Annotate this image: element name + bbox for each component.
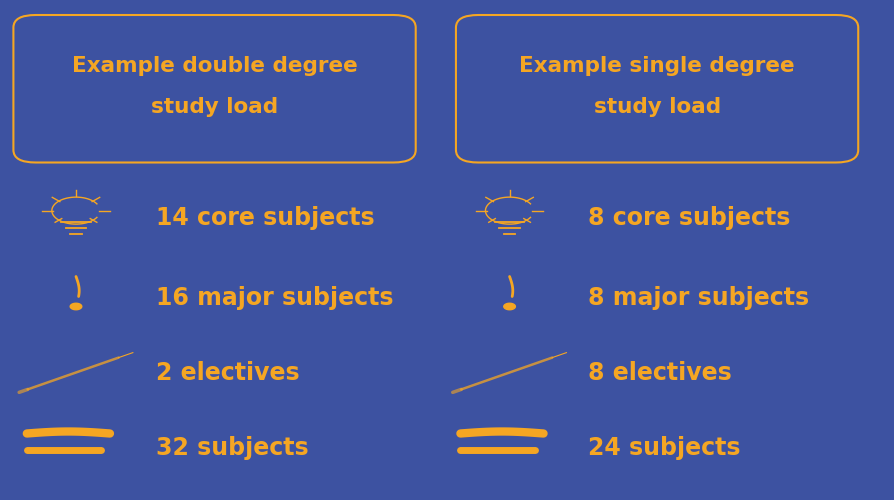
Text: study load: study load (151, 96, 278, 116)
Text: 2 electives: 2 electives (156, 360, 300, 384)
Text: 8 core subjects: 8 core subjects (588, 206, 790, 230)
Text: study load: study load (594, 96, 721, 116)
Polygon shape (504, 304, 515, 310)
Text: Example single degree: Example single degree (519, 56, 795, 76)
Text: 14 core subjects: 14 core subjects (156, 206, 375, 230)
Text: Example double degree: Example double degree (72, 56, 358, 76)
Text: 16 major subjects: 16 major subjects (156, 286, 394, 310)
Text: 32 subjects: 32 subjects (156, 436, 309, 460)
Text: 24 subjects: 24 subjects (588, 436, 741, 460)
FancyBboxPatch shape (456, 15, 858, 163)
Polygon shape (71, 304, 82, 310)
Text: 8 major subjects: 8 major subjects (588, 286, 809, 310)
FancyBboxPatch shape (13, 15, 416, 163)
Text: 8 electives: 8 electives (588, 360, 732, 384)
